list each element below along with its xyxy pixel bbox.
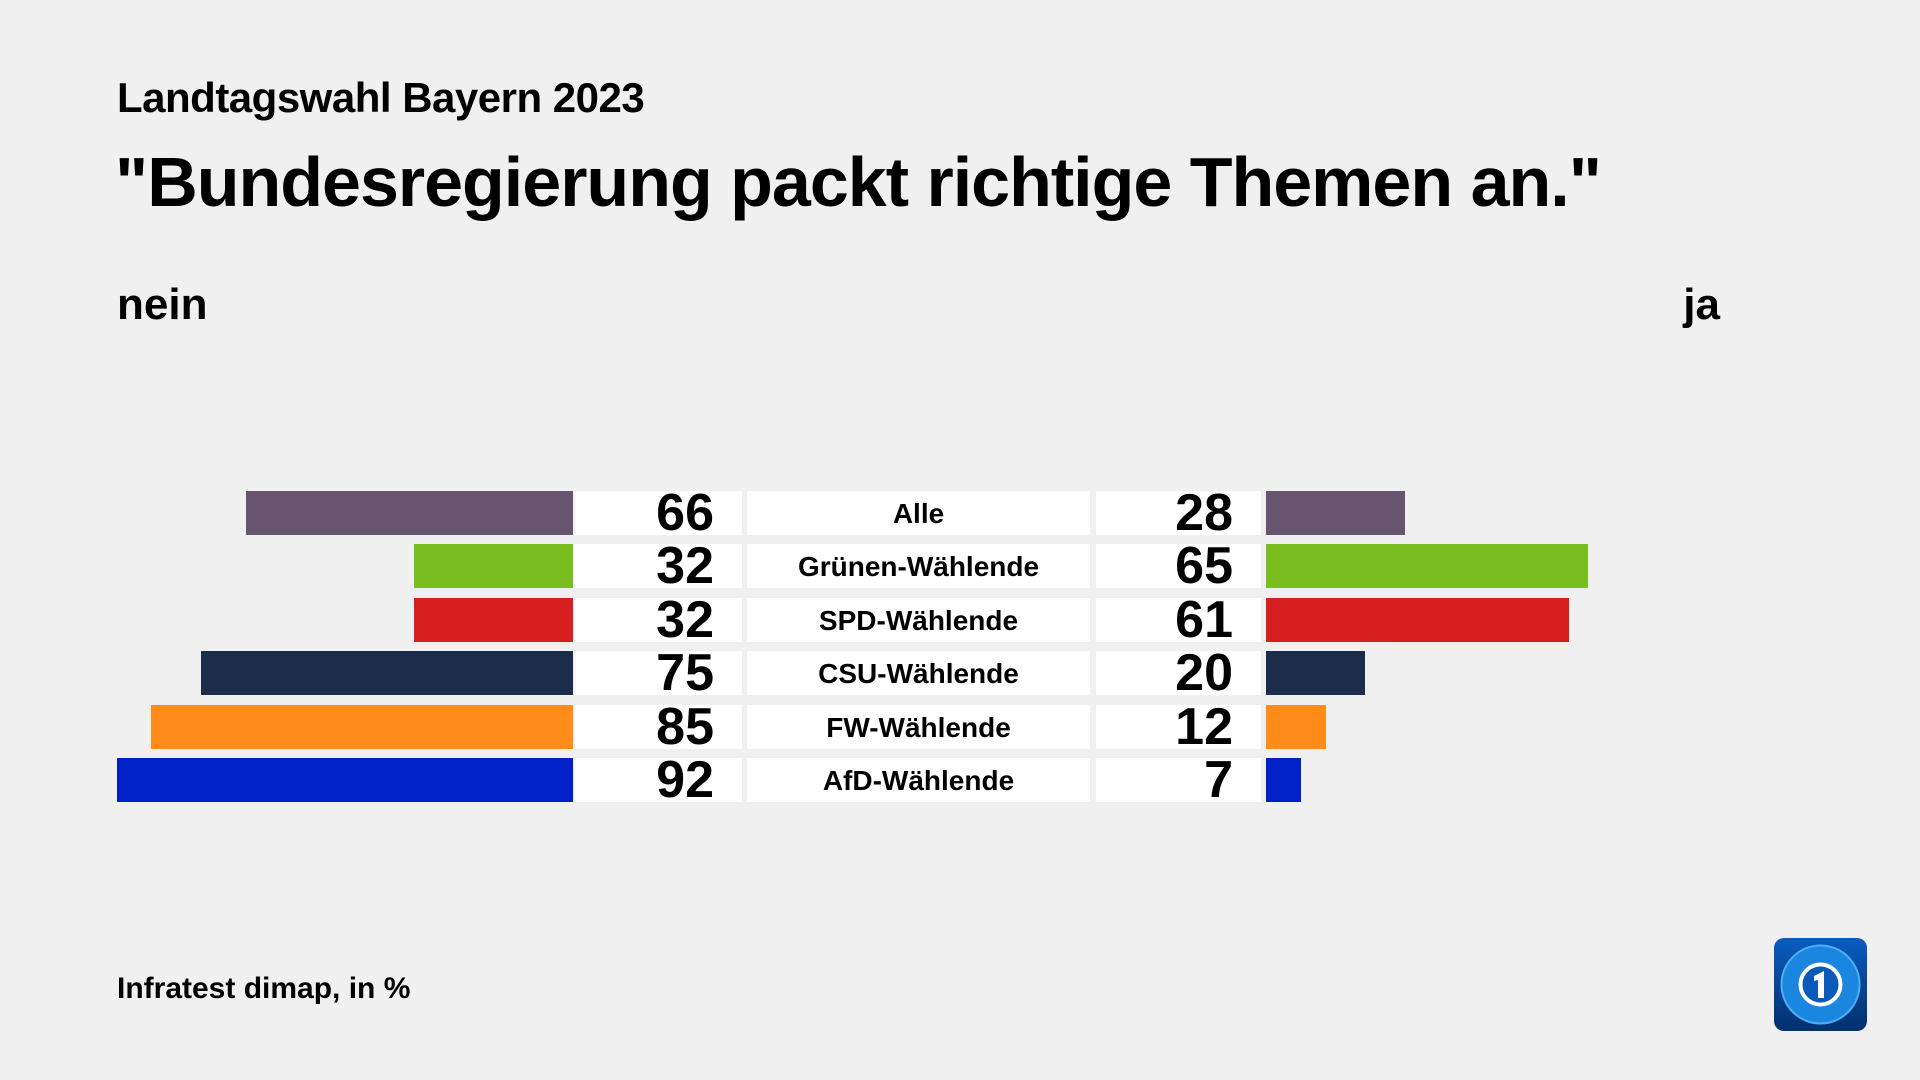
bar-nein [201,651,573,696]
right-label-ja: ja [1683,280,1720,329]
value-nein: 32 [575,540,742,592]
tagesschau-logo-icon [1774,938,1867,1031]
bar-ja [1266,651,1366,696]
source-note: Infratest dimap, in % [117,972,411,1005]
value-nein: 75 [575,647,742,699]
value-nein: 32 [575,594,742,646]
bar-nein [414,544,573,589]
bar-nein [245,491,573,535]
value-ja: 65 [1096,540,1261,592]
bar-ja [1266,758,1301,802]
category-label: FW-Wählende [747,704,1090,749]
bar-ja [1266,704,1326,749]
bar-ja [1266,544,1589,589]
value-ja: 12 [1096,701,1261,753]
chart-title: "Bundesregierung packt richtige Themen a… [115,143,1602,221]
value-ja: 61 [1096,594,1261,646]
bar-ja [1266,597,1569,642]
value-nein: 92 [575,754,742,806]
category-label: Alle [747,491,1090,535]
bar-nein [151,704,573,749]
bar-nein [414,597,573,642]
category-label: Grünen-Wählende [747,544,1090,589]
value-nein: 66 [575,487,742,539]
value-ja: 28 [1096,487,1261,539]
bar-ja [1266,491,1405,535]
value-nein: 85 [575,701,742,753]
category-label: CSU-Wählende [747,651,1090,696]
value-ja: 20 [1096,647,1261,699]
chart-subtitle: Landtagswahl Bayern 2023 [117,74,645,121]
value-ja: 7 [1096,754,1261,806]
left-label-nein: nein [117,280,208,329]
category-label: SPD-Wählende [747,597,1090,642]
category-label: AfD-Wählende [747,758,1090,802]
bar-nein [116,758,573,802]
